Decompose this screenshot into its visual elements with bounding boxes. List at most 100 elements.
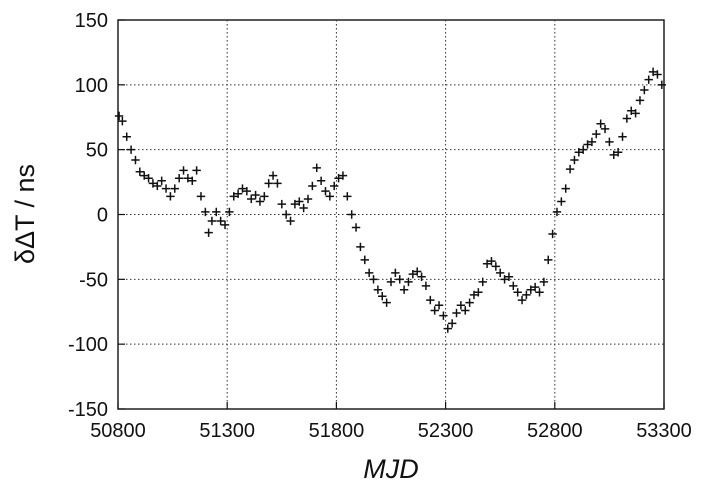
y-tick-label: -50 [79, 269, 108, 291]
data-point [386, 277, 396, 287]
data-point [513, 288, 522, 297]
data-point [330, 181, 339, 191]
data-point [351, 223, 361, 232]
data-point [131, 155, 140, 165]
data-point [204, 228, 213, 237]
data-point [578, 145, 588, 154]
data-point [522, 290, 531, 300]
data-point [596, 119, 605, 128]
data-point [583, 140, 592, 149]
data-point [290, 199, 300, 209]
data-point [247, 194, 256, 204]
data-point [461, 306, 470, 315]
data-point [144, 173, 153, 183]
data-point [140, 171, 149, 180]
data-point [404, 277, 413, 287]
data-point [188, 176, 197, 185]
data-point [561, 184, 570, 193]
data-point [657, 80, 667, 90]
data-point [426, 295, 435, 305]
data-point [260, 192, 269, 201]
data-point [491, 262, 501, 271]
x-tick-label: 52800 [527, 420, 583, 442]
data-point [183, 173, 193, 183]
data-point [574, 148, 584, 157]
data-point [592, 129, 601, 139]
data-point [251, 190, 260, 200]
data-point [570, 155, 579, 165]
data-point [443, 324, 452, 333]
data-point [627, 106, 636, 115]
data-point [399, 285, 409, 294]
data-point [600, 124, 610, 134]
data-point [308, 181, 317, 191]
data-point [539, 277, 549, 287]
data-point [229, 192, 238, 201]
grid-layer [118, 20, 664, 409]
data-point [325, 192, 335, 201]
data-point [378, 291, 387, 301]
data-point [644, 75, 653, 84]
data-point [343, 192, 352, 201]
x-tick-label: 51300 [199, 420, 255, 442]
y-axis-label: δΔT / ns [10, 164, 40, 264]
data-point [395, 275, 404, 284]
data-point [135, 167, 145, 176]
data-point [255, 197, 265, 206]
data-point [347, 210, 356, 219]
data-point [114, 111, 124, 121]
data-point [609, 150, 618, 160]
data-point [118, 116, 127, 126]
data-point [242, 186, 252, 196]
data-point [478, 277, 487, 287]
data-point [126, 145, 136, 154]
data-point [391, 268, 400, 278]
data-point [653, 70, 662, 79]
data-point [166, 192, 175, 201]
x-tick-label: 53300 [636, 420, 692, 442]
y-tick-label: 0 [97, 205, 108, 227]
data-point [273, 179, 282, 188]
data-point [474, 288, 483, 297]
data-point [548, 229, 557, 239]
y-tick-label: -150 [68, 399, 108, 421]
data-point [413, 267, 422, 276]
data-layer [114, 67, 667, 333]
data-point [196, 192, 206, 201]
data-point [535, 288, 544, 297]
data-point [421, 281, 431, 291]
data-point [605, 137, 614, 147]
data-point [268, 171, 278, 180]
data-point [179, 166, 188, 175]
y-tick-label: 150 [75, 10, 108, 32]
data-point [530, 282, 540, 292]
data-point [264, 179, 273, 188]
data-point [238, 184, 247, 193]
data-point [544, 255, 553, 265]
data-point [509, 281, 518, 291]
data-point [316, 176, 326, 185]
data-point [622, 114, 632, 123]
data-point [648, 67, 658, 77]
data-point [225, 207, 234, 217]
data-point [157, 176, 166, 185]
data-point [220, 220, 230, 230]
data-point [122, 132, 131, 141]
data-point [635, 96, 645, 105]
x-tick-label: 52300 [418, 420, 474, 442]
data-point [631, 109, 640, 118]
data-point [552, 207, 562, 217]
data-point [281, 210, 291, 219]
data-point [174, 173, 184, 183]
data-point [295, 197, 304, 206]
data-point [452, 308, 461, 318]
data-point [500, 275, 509, 284]
data-point [434, 301, 444, 310]
tick-layer: 50800 51300 51800 52300 52800 53300 -150 -100 -5… [68, 10, 692, 442]
data-point [321, 186, 330, 196]
data-point [618, 132, 627, 141]
data-point [373, 285, 383, 294]
data-point [277, 199, 286, 209]
data-point [334, 173, 343, 183]
